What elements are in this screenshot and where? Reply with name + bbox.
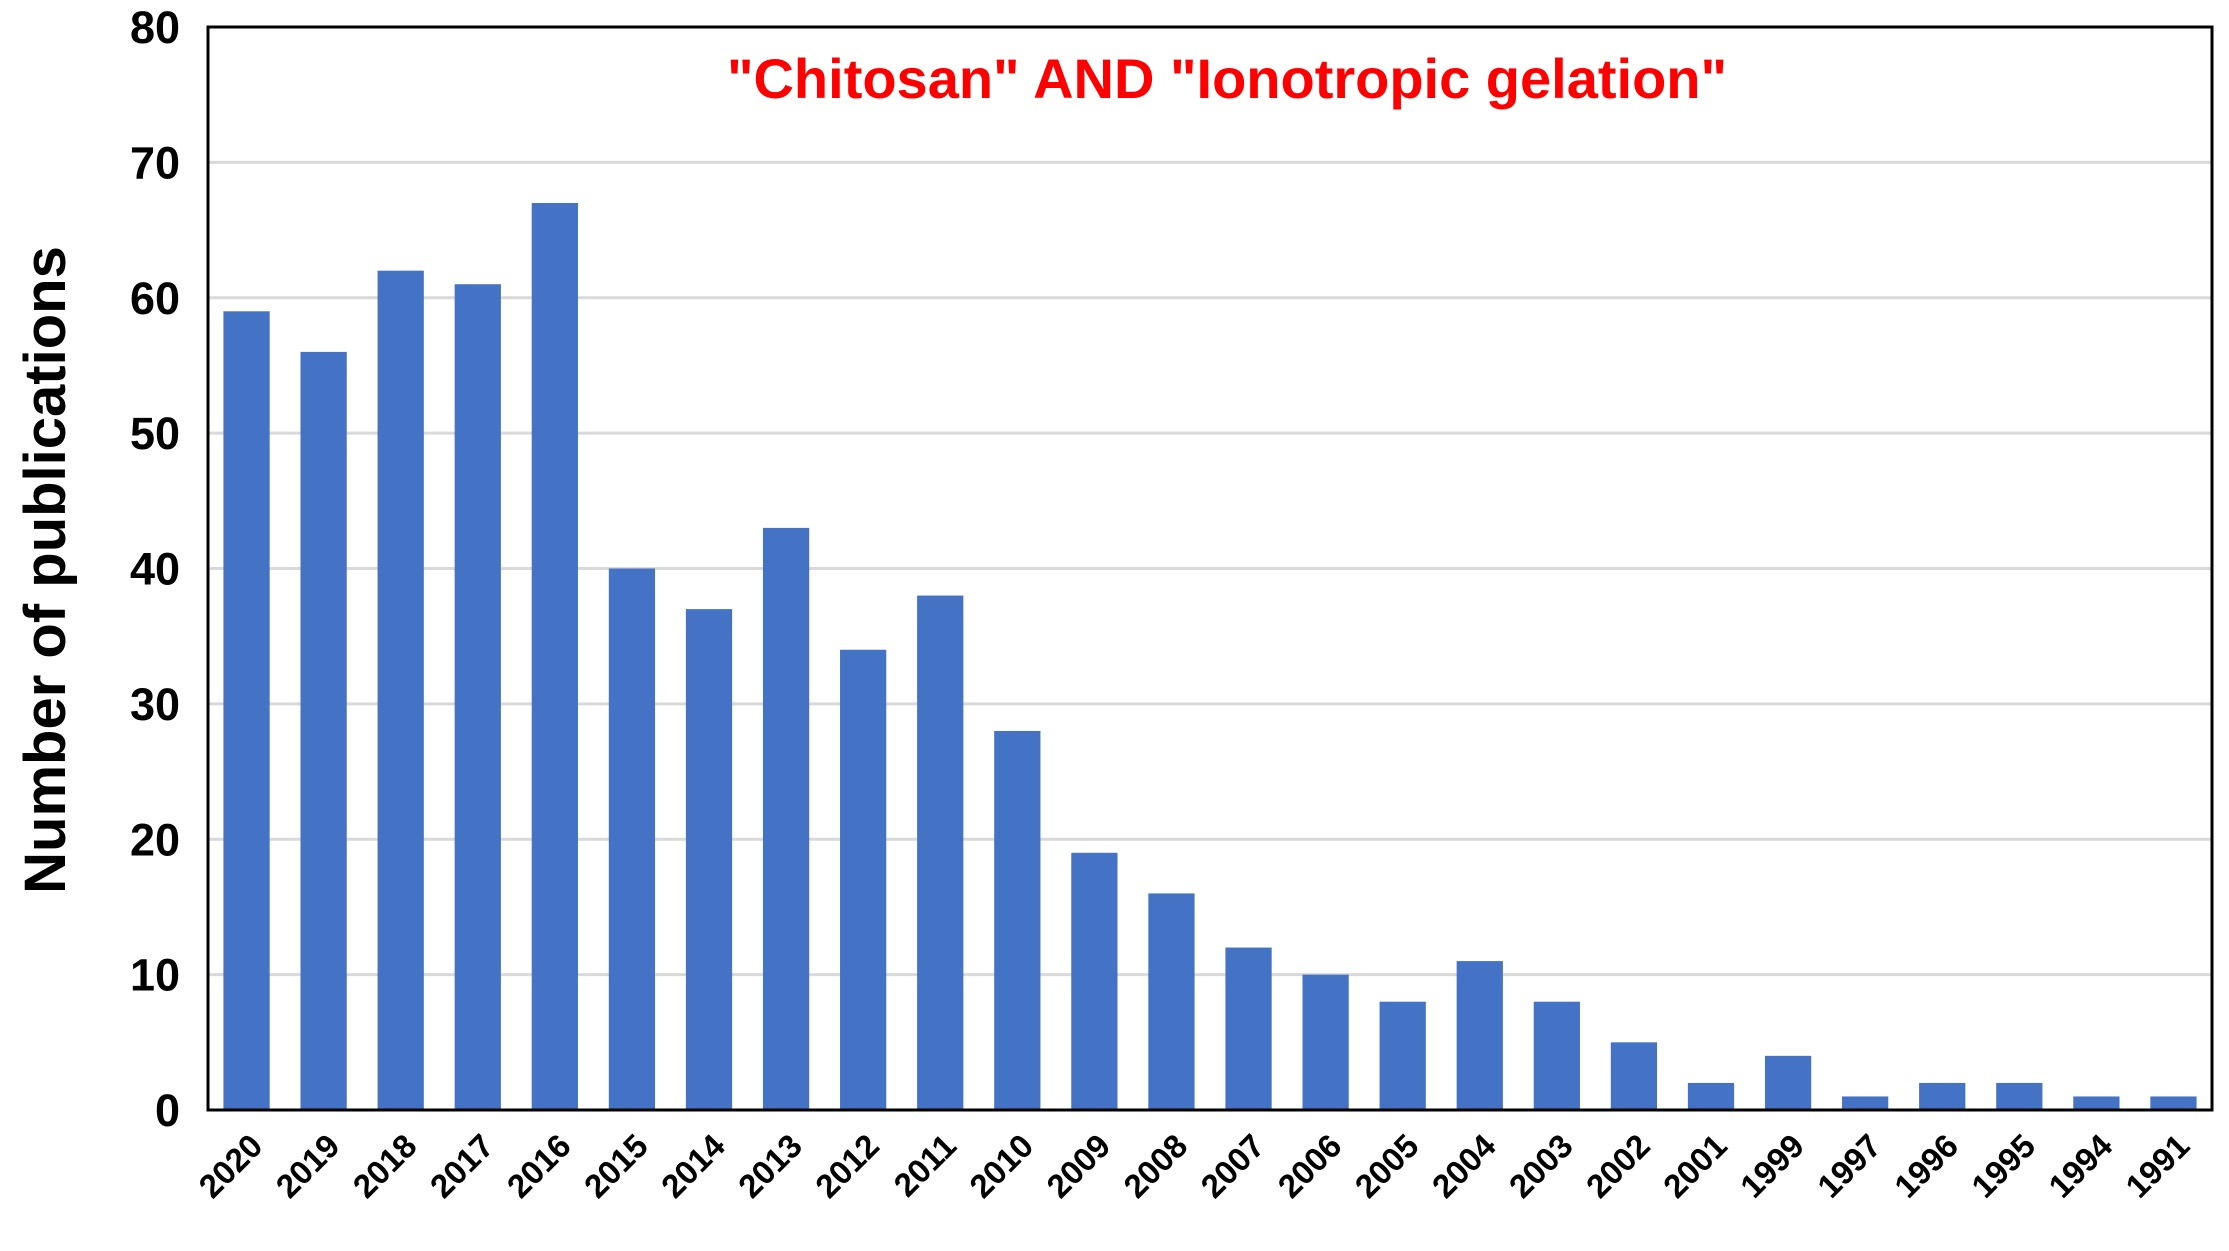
x-tick-label: 2012	[808, 1127, 886, 1205]
x-tick-label: 2017	[423, 1127, 501, 1205]
x-tick-label: 1997	[1810, 1127, 1888, 1205]
bar-1997	[1842, 1096, 1889, 1110]
bar-2018	[377, 270, 424, 1110]
bar-2013	[762, 527, 810, 1110]
bar-2014	[685, 609, 733, 1110]
bar-1999	[1764, 1055, 1812, 1110]
bar-2003	[1533, 1001, 1580, 1110]
x-tick-label: 2011	[886, 1127, 963, 1204]
x-tick-label: 1995	[1964, 1127, 2042, 1205]
chart-title: "Chitosan" AND "Ionotropic gelation"	[727, 47, 1727, 110]
bar-2007	[1225, 947, 1272, 1110]
x-tick-label: 2004	[1425, 1126, 1504, 1205]
bar-2002	[1610, 1042, 1658, 1110]
x-tick-label: 2008	[1116, 1127, 1194, 1205]
x-tick-label: 2018	[346, 1127, 424, 1205]
x-tick-label: 1991	[2118, 1127, 2196, 1205]
bar-2009	[1071, 852, 1118, 1110]
bar-2012	[840, 649, 887, 1110]
x-tick-label: 2010	[962, 1127, 1040, 1205]
x-tick-label: 2016	[500, 1127, 578, 1205]
y-tick-label: 80	[130, 2, 180, 53]
y-tick-label: 10	[130, 950, 180, 1001]
gridlines	[208, 160, 2212, 977]
x-tick-label: 2020	[191, 1127, 269, 1205]
bar-2006	[1302, 974, 1349, 1110]
bar-2019	[300, 351, 347, 1110]
x-tick-label: 2005	[1348, 1127, 1426, 1205]
bar-2004	[1456, 961, 1503, 1110]
bar-2010	[994, 730, 1041, 1110]
x-tick-label: 2015	[577, 1127, 655, 1205]
plot-frame	[206, 25, 2214, 1112]
y-tick-label: 0	[155, 1085, 180, 1136]
bars	[223, 202, 2197, 1111]
y-tick-label: 20	[130, 814, 180, 865]
bar-2001	[1687, 1082, 1735, 1110]
bar-2016	[531, 202, 578, 1111]
y-axis-title: Number of publications	[13, 246, 78, 894]
bar-1994	[2073, 1096, 2120, 1110]
x-tick-label: 2007	[1193, 1127, 1271, 1205]
bar-1995	[1996, 1082, 2043, 1110]
x-tick-label: 2001	[1656, 1127, 1734, 1205]
bar-2015	[608, 568, 656, 1110]
x-tick-label: 2003	[1502, 1127, 1580, 1205]
x-tick-label: 2014	[654, 1126, 733, 1205]
bar-1996	[1919, 1082, 1966, 1110]
y-tick-labels: 0 10 20 30 40 50 60 70 80	[130, 2, 180, 1136]
bar-2008	[1148, 893, 1195, 1110]
bar-2005	[1379, 1001, 1426, 1110]
x-tick-label: 2019	[268, 1127, 346, 1205]
y-tick-label: 40	[130, 544, 180, 595]
bar-1991	[2150, 1096, 2197, 1110]
x-tick-label: 1999	[1733, 1127, 1811, 1205]
y-tick-label: 30	[130, 679, 180, 730]
y-tick-label: 60	[130, 273, 180, 324]
bar-2011	[917, 595, 964, 1110]
bar-2020	[223, 311, 270, 1111]
x-tick-label: 2013	[731, 1127, 809, 1205]
y-tick-label: 70	[130, 137, 180, 188]
bar-2017	[454, 284, 501, 1110]
x-tick-label: 1996	[1887, 1127, 1965, 1205]
x-tick-label: 1994	[2041, 1126, 2120, 1205]
x-tick-label: 2006	[1270, 1127, 1348, 1205]
x-tick-label: 2002	[1579, 1127, 1657, 1205]
x-tick-label: 2009	[1039, 1127, 1117, 1205]
y-tick-label: 50	[130, 408, 180, 459]
